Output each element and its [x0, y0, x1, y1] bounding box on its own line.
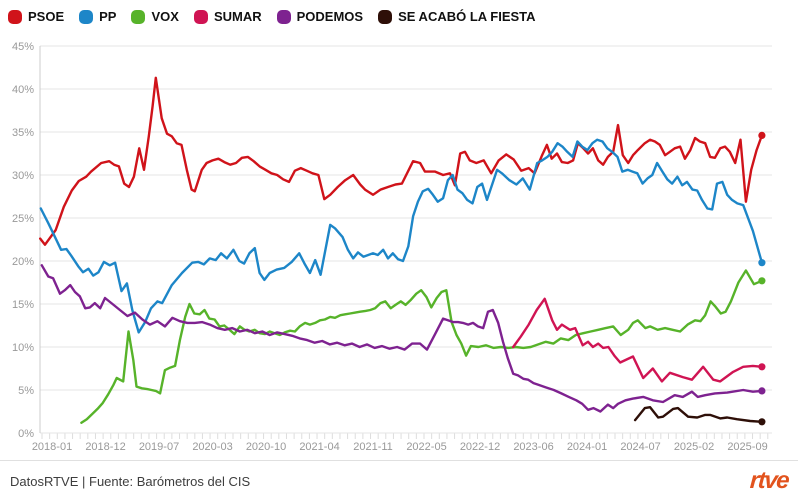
series-end-dot-sumar	[758, 363, 766, 371]
series-line-podemos	[40, 264, 764, 413]
series-line-vox	[80, 269, 764, 424]
y-axis-label-25: 25%	[12, 213, 34, 225]
x-axis-label-2021-04: 2021-04	[299, 441, 339, 453]
y-axis-label-35: 35%	[12, 127, 34, 139]
y-axis-label-10: 10%	[12, 342, 34, 354]
legend-label: PP	[99, 9, 117, 24]
x-axis-label-2018-01: 2018-01	[32, 441, 72, 453]
series-end-dot-vox	[758, 277, 766, 285]
y-axis-label-0: 0%	[18, 428, 34, 440]
legend-swatch-sumar	[193, 9, 208, 24]
x-axis-label-2018-12: 2018-12	[85, 441, 125, 453]
legend-swatch-pp	[79, 9, 94, 24]
polling-line-chart: 0% 5% 10% 15% 20% 25% 30% 35% 40% 45% 2018-01 2018-…	[12, 41, 772, 453]
series-line-se-acabo-la-fiesta	[633, 406, 764, 423]
x-axis-label-2025-09: 2025-09	[727, 441, 767, 453]
legend-item-podemos: PODEMOS	[276, 9, 364, 24]
series-end-dot-pp	[758, 259, 766, 267]
legend-item-psoe: PSOE	[8, 9, 64, 24]
legend-swatch-psoe	[8, 9, 22, 24]
chart-legend: PSOE PP VOX SUMAR PODEMOS SE ACABÓ LA FIESTA	[8, 9, 536, 24]
legend-item-pp: PP	[79, 9, 116, 24]
series-line-pp	[39, 138, 764, 334]
x-axis-label-2024-01: 2024-01	[567, 441, 607, 453]
x-axis-label-2025-02: 2025-02	[674, 441, 714, 453]
legend-swatch-podemos	[276, 9, 291, 24]
source-attribution: DatosRTVE | Fuente: Barómetros del CIS	[10, 473, 251, 489]
y-axis-label-30: 30%	[12, 170, 34, 182]
x-axis-label-2022-12: 2022-12	[460, 441, 500, 453]
legend-item-se-acabo-la-fiesta: SE ACABÓ LA FIESTA	[378, 9, 536, 24]
legend-label: PSOE	[28, 9, 65, 24]
legend-label: SUMAR	[213, 9, 262, 24]
chart-footer: DatosRTVE | Fuente: Barómetros del CIS r…	[0, 460, 798, 501]
legend-label: PODEMOS	[296, 9, 364, 24]
y-axis-label-40: 40%	[12, 84, 34, 96]
y-axis-label-5: 5%	[18, 385, 34, 397]
x-axis-label-2024-07: 2024-07	[620, 441, 660, 453]
x-axis-label-2020-10: 2020-10	[246, 441, 286, 453]
legend-label: VOX	[151, 9, 179, 24]
series-end-dot-se-acabo-la-fiesta	[758, 418, 766, 426]
series-end-dot-podemos	[758, 387, 766, 395]
x-axis-label-2022-05: 2022-05	[406, 441, 446, 453]
x-axis-label-2021-11: 2021-11	[353, 441, 393, 453]
legend-item-sumar: SUMAR	[193, 9, 262, 24]
series-line-psoe	[39, 76, 764, 246]
y-axis-label-20: 20%	[12, 256, 34, 268]
legend-item-vox: VOX	[131, 9, 179, 24]
legend-label: SE ACABÓ LA FIESTA	[398, 9, 536, 24]
y-axis-label-45: 45%	[12, 41, 34, 53]
legend-swatch-se-acabo-la-fiesta	[378, 9, 393, 24]
series-end-dot-psoe	[758, 131, 766, 139]
rtve-logo: rtve	[749, 467, 789, 494]
x-axis-label-2020-03: 2020-03	[192, 441, 232, 453]
series-line-sumar	[512, 297, 764, 383]
y-axis-label-15: 15%	[12, 299, 34, 311]
legend-swatch-vox	[131, 9, 146, 24]
x-axis-label-2023-06: 2023-06	[513, 441, 553, 453]
x-axis-label-2019-07: 2019-07	[139, 441, 179, 453]
